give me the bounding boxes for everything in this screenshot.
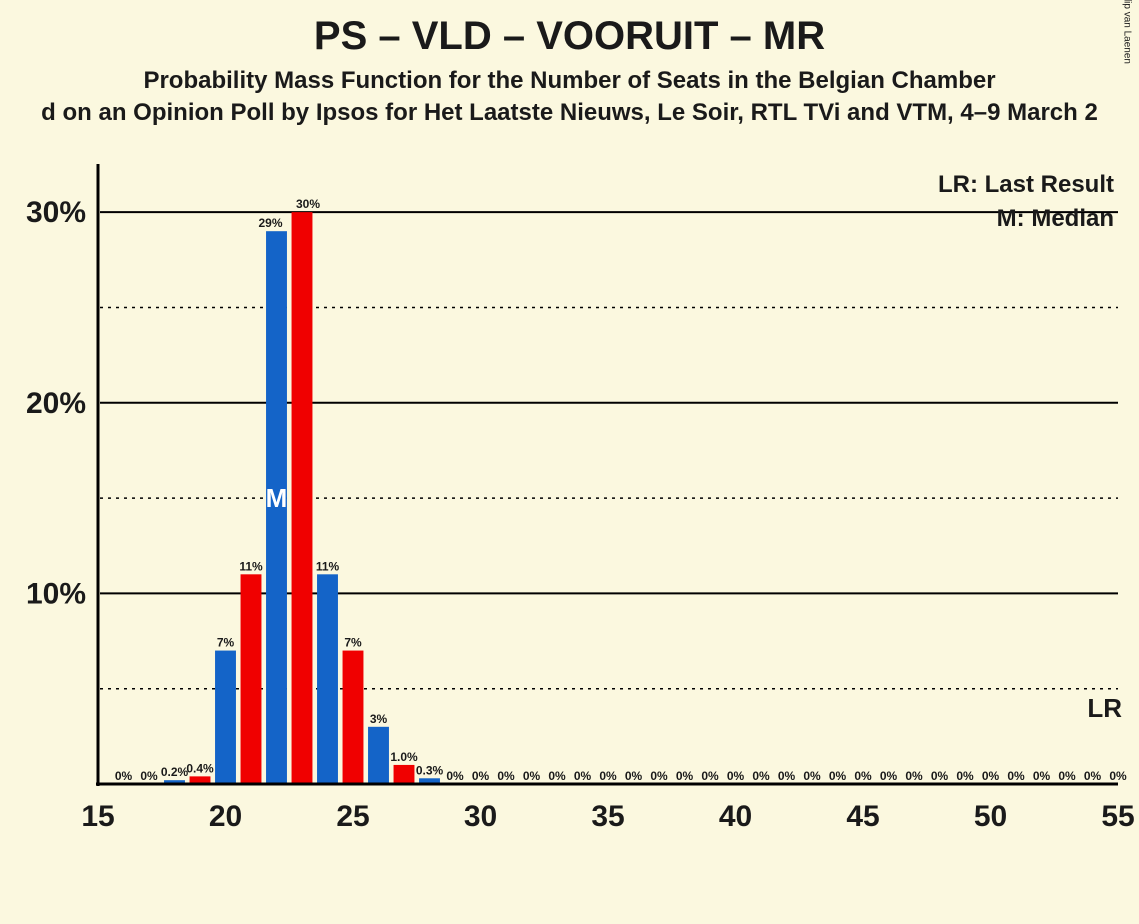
lr-marker: LR — [1087, 693, 1122, 723]
bar-label: 0% — [140, 769, 158, 783]
x-tick-label: 45 — [846, 800, 879, 833]
bar-label: 0% — [472, 769, 490, 783]
bar-label: 0% — [1084, 769, 1102, 783]
bar-label: 3% — [370, 712, 388, 726]
bar — [343, 651, 364, 784]
bar — [215, 651, 236, 784]
bar-label: 0% — [803, 769, 821, 783]
bar-label: 0% — [574, 769, 592, 783]
x-tick-label: 50 — [974, 800, 1007, 833]
bar-label: 0% — [829, 769, 847, 783]
bar — [394, 765, 415, 784]
chart-subtitle: Probability Mass Function for the Number… — [0, 67, 1139, 95]
x-tick-label: 25 — [336, 800, 369, 833]
bar-label: 0% — [854, 769, 872, 783]
bar-label: 0% — [115, 769, 133, 783]
bar-label: 0% — [982, 769, 1000, 783]
bar-label: 0% — [956, 769, 974, 783]
legend-lr: LR: Last Result — [938, 171, 1114, 198]
bar-label: 0% — [1058, 769, 1076, 783]
bar-label: 0% — [778, 769, 796, 783]
legend-m: M: Median — [997, 205, 1114, 232]
bar-label: 0% — [599, 769, 617, 783]
median-marker: M — [266, 483, 288, 513]
chart-title: PS – VLD – VOORUIT – MR — [0, 14, 1139, 59]
bar-label: 11% — [316, 559, 340, 573]
y-tick-label: 10% — [26, 577, 86, 610]
bar-label: 0.2% — [161, 765, 189, 779]
bar-label: 0% — [497, 769, 515, 783]
chart-area: 0%0%0.2%0.4%7%11%29%30%11%7%3%1.0%0.3%0%… — [98, 164, 1118, 844]
bar — [317, 574, 338, 784]
bar — [241, 574, 262, 784]
copyright-text: © 2024 Filip van Laenen — [1122, 0, 1133, 64]
bar-label: 0% — [931, 769, 949, 783]
x-tick-label: 30 — [464, 800, 497, 833]
bar-label: 7% — [217, 636, 235, 650]
bar-label: 0% — [446, 769, 464, 783]
y-tick-label: 30% — [26, 196, 86, 229]
bar-label: 0% — [676, 769, 694, 783]
y-tick-label: 20% — [26, 387, 86, 420]
bar-label: 0% — [548, 769, 566, 783]
bar-label: 0% — [880, 769, 898, 783]
chart-subtitle2: d on an Opinion Poll by Ipsos for Het La… — [0, 99, 1139, 127]
bar — [292, 212, 313, 784]
bar-label: 0% — [727, 769, 745, 783]
x-tick-label: 20 — [209, 800, 242, 833]
bar-label: 0% — [1109, 769, 1127, 783]
x-tick-label: 35 — [591, 800, 624, 833]
x-tick-label: 40 — [719, 800, 752, 833]
bar-label: 0% — [625, 769, 643, 783]
bar-label: 0% — [905, 769, 923, 783]
bar-label: 1.0% — [390, 750, 418, 764]
bar-label: 11% — [239, 559, 263, 573]
bar-label: 0% — [650, 769, 668, 783]
bar-label: 29% — [258, 216, 282, 230]
bar-label: 0% — [1033, 769, 1051, 783]
bar — [368, 727, 389, 784]
bar-label: 0% — [1007, 769, 1025, 783]
pmf-chart: 0%0%0.2%0.4%7%11%29%30%11%7%3%1.0%0.3%0%… — [98, 164, 1118, 844]
bar-label: 0% — [701, 769, 719, 783]
bar-label: 0.4% — [186, 761, 214, 775]
x-tick-label: 15 — [81, 800, 114, 833]
bar-label: 0% — [752, 769, 770, 783]
bar-label: 0.3% — [416, 763, 444, 777]
bar-label: 7% — [344, 636, 362, 650]
bar-label: 0% — [523, 769, 541, 783]
x-tick-label: 55 — [1101, 800, 1134, 833]
bar-label: 30% — [296, 197, 320, 211]
